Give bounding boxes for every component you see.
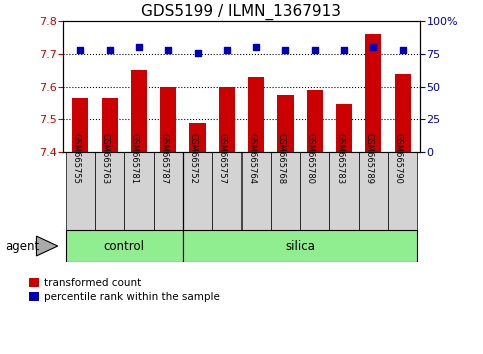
- Bar: [300, 152, 329, 230]
- Point: [164, 47, 172, 53]
- Bar: [395, 74, 411, 152]
- Text: agent: agent: [5, 240, 39, 252]
- Bar: [277, 95, 294, 152]
- Text: GSM665763: GSM665763: [100, 133, 110, 184]
- Bar: [183, 152, 212, 230]
- Text: GSM665790: GSM665790: [394, 133, 403, 184]
- Bar: [154, 152, 183, 230]
- Polygon shape: [37, 236, 58, 256]
- Text: silica: silica: [285, 240, 315, 252]
- Point: [311, 47, 319, 53]
- Bar: [189, 123, 206, 152]
- Bar: [365, 34, 382, 152]
- Point: [399, 47, 407, 53]
- Text: control: control: [104, 240, 145, 252]
- Text: GSM665768: GSM665768: [276, 133, 285, 184]
- Point: [223, 47, 231, 53]
- Text: GSM665781: GSM665781: [130, 133, 139, 184]
- Point: [252, 45, 260, 50]
- Bar: [72, 98, 88, 152]
- Text: GSM665757: GSM665757: [218, 133, 227, 184]
- Bar: [124, 152, 154, 230]
- Text: GSM665780: GSM665780: [306, 133, 315, 184]
- Text: GSM665787: GSM665787: [159, 133, 168, 184]
- Bar: [336, 104, 352, 152]
- Bar: [131, 70, 147, 152]
- Bar: [212, 152, 242, 230]
- Title: GDS5199 / ILMN_1367913: GDS5199 / ILMN_1367913: [142, 4, 341, 20]
- Bar: [66, 230, 183, 262]
- Bar: [307, 90, 323, 152]
- Bar: [101, 98, 118, 152]
- Bar: [219, 87, 235, 152]
- Point: [76, 47, 84, 53]
- Bar: [248, 77, 264, 152]
- Text: GSM665752: GSM665752: [188, 133, 198, 184]
- Point: [106, 47, 114, 53]
- Bar: [95, 152, 124, 230]
- Bar: [271, 152, 300, 230]
- Point: [340, 47, 348, 53]
- Bar: [329, 152, 359, 230]
- Legend: transformed count, percentile rank within the sample: transformed count, percentile rank withi…: [29, 278, 220, 302]
- Point: [282, 47, 289, 53]
- Bar: [388, 152, 417, 230]
- Text: GSM665764: GSM665764: [247, 133, 256, 184]
- Bar: [183, 230, 417, 262]
- Text: GSM665755: GSM665755: [71, 133, 80, 184]
- Text: GSM665783: GSM665783: [335, 133, 344, 184]
- Bar: [242, 152, 271, 230]
- Bar: [66, 152, 95, 230]
- Point: [369, 45, 377, 50]
- Point: [194, 50, 201, 56]
- Bar: [359, 152, 388, 230]
- Point: [135, 45, 143, 50]
- Bar: [160, 87, 176, 152]
- Text: GSM665789: GSM665789: [364, 133, 373, 184]
